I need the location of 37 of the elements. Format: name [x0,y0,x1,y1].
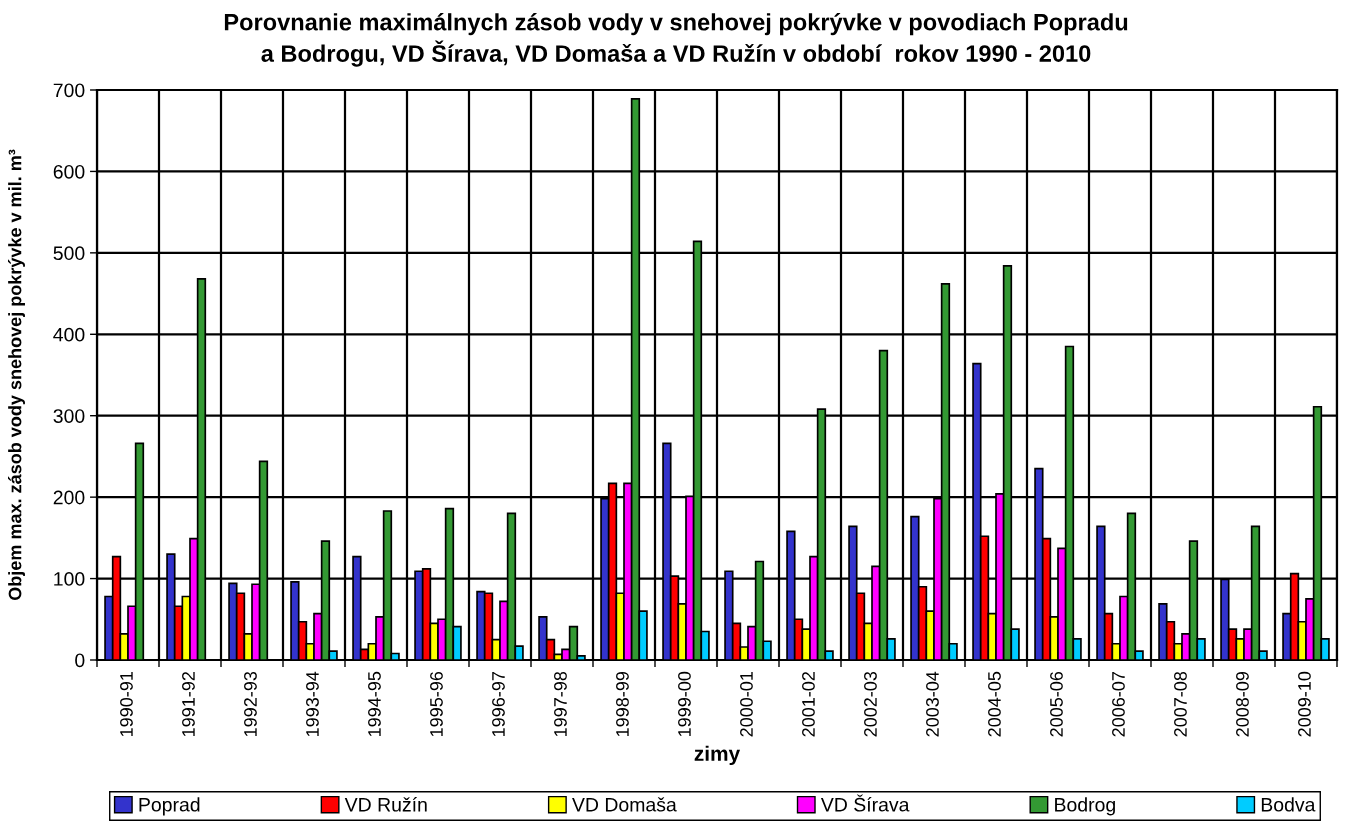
chart-title: Porovnanie maximálnych zásob vody v snehovej pokrývke v povodiach Popradu a Bodrogu, VD Šírava, VD Domaša a VD Ružín v období rokov 1990 - 2010 [224,13,1128,67]
x-tick-label: 2005-06 [1050,671,1063,737]
x-tick-label: 2009-10 [1298,671,1311,737]
x-tick-label: 1997-98 [554,671,567,736]
y-tick-label: 200 [53,490,85,505]
x-tick-label: 2000-01 [740,671,753,737]
y-tick-label: 600 [53,164,85,179]
y-tick-label: 0 [75,653,85,668]
legend-label: Poprad [139,797,200,816]
x-tick-label: 1991-92 [182,672,195,736]
y-axis-title: Objem max. zásob vody snehovej pokrývke v mil. m³ [7,149,25,601]
x-tick-label: 1999-00 [678,671,691,736]
x-tick-label: 2004-05 [988,671,1001,737]
y-tick-label: 700 [53,83,85,98]
y-tick-label: 500 [53,246,85,261]
y-tick-label: 100 [54,572,85,586]
x-tick-label: 2002-03 [864,671,877,737]
y-tick-label: 400 [53,327,85,342]
x-tick-label: 2008-09 [1236,671,1249,737]
x-axis-title: zimy [694,745,741,766]
legend-label: VD Šírava [820,794,910,812]
x-tick-label: 2001-02 [802,672,815,737]
x-tick-label: 1990-91 [120,671,133,736]
x-tick-label: 1993-94 [306,671,319,736]
legend-label: Bodva [1261,797,1316,812]
x-tick-label: 1995-96 [430,671,443,736]
x-tick-label: 1996-97 [492,672,505,736]
x-tick-label: 2006-07 [1112,672,1125,737]
y-tick-label: 300 [53,409,85,423]
x-tick-label: 1992-93 [244,671,257,736]
x-tick-label: 1994-95 [368,671,381,736]
legend-label: VD Domaša [572,797,677,812]
x-tick-label: 2007-08 [1174,671,1187,737]
x-tick-label: 2003-04 [926,671,939,737]
legend-label: Bodrog [1055,797,1115,816]
x-tick-label: 1998-99 [616,671,629,736]
legend-label: VD Ružín [344,797,427,812]
